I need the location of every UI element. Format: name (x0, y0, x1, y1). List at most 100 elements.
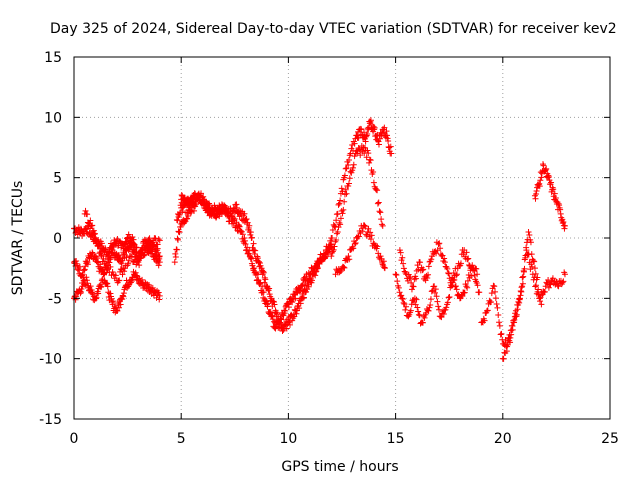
data-point-marker (367, 117, 374, 124)
data-point-marker (84, 211, 91, 218)
data-point-marker (533, 187, 540, 194)
data-point-marker (399, 296, 406, 303)
data-point-marker (370, 123, 377, 130)
data-point-marker (403, 303, 410, 310)
data-point-marker (236, 223, 243, 230)
data-point-marker (236, 222, 243, 229)
data-point-marker (492, 295, 499, 302)
data-point-marker (519, 274, 526, 281)
data-point-marker (341, 198, 348, 205)
data-point-marker (92, 253, 99, 260)
data-point-marker (533, 191, 540, 198)
data-point-marker (95, 290, 102, 297)
x-tick-label: 10 (279, 431, 297, 447)
data-point-marker (433, 250, 440, 257)
data-point-marker (276, 319, 283, 326)
data-point-marker (112, 272, 119, 279)
data-point-marker (103, 280, 110, 287)
data-point-marker (508, 327, 515, 334)
data-point-marker (87, 283, 94, 290)
data-point-marker (148, 241, 155, 248)
data-point-marker (289, 299, 296, 306)
data-point-marker (82, 226, 89, 233)
data-point-marker (156, 292, 163, 299)
data-point-marker (89, 222, 96, 229)
data-point-marker (492, 288, 499, 295)
data-point-marker (433, 293, 440, 300)
data-point-marker (240, 212, 247, 219)
data-point-marker (507, 339, 514, 346)
data-point-marker (438, 314, 445, 321)
data-point-marker (77, 288, 84, 295)
data-point-marker (135, 259, 142, 266)
data-point-marker (368, 232, 375, 239)
data-point-marker (74, 262, 81, 269)
data-point-marker (399, 254, 406, 261)
data-point-marker (384, 135, 391, 142)
data-point-marker (329, 248, 336, 255)
data-point-marker (343, 190, 350, 197)
data-point-marker (174, 235, 181, 242)
data-point-marker (531, 265, 538, 272)
data-point-marker (426, 304, 433, 311)
data-point-marker (136, 275, 143, 282)
data-point-marker (111, 303, 118, 310)
data-point-marker (370, 179, 377, 186)
data-point-marker (90, 227, 97, 234)
data-point-marker (441, 255, 448, 262)
data-point-marker (341, 264, 348, 271)
data-point-marker (396, 289, 403, 296)
data-point-marker (463, 283, 470, 290)
data-point-marker (171, 259, 178, 266)
data-point-marker (173, 246, 180, 253)
data-point-marker (540, 162, 547, 169)
data-point-marker (241, 234, 248, 241)
data-point-marker (139, 276, 146, 283)
data-point-marker (342, 165, 349, 172)
data-point-marker (428, 256, 435, 263)
data-point-marker (128, 253, 135, 260)
data-point-marker (97, 284, 104, 291)
data-point-marker (364, 130, 371, 137)
data-point-marker (449, 276, 456, 283)
data-point-marker (187, 209, 194, 216)
data-point-marker (532, 195, 539, 202)
data-point-marker (343, 165, 350, 172)
data-point-marker (95, 242, 102, 249)
data-point-marker (534, 274, 541, 281)
data-point-marker (532, 283, 539, 290)
data-point-marker (242, 241, 249, 248)
data-point-marker (269, 316, 276, 323)
data-point-marker (239, 231, 246, 238)
data-point-marker (561, 225, 568, 232)
data-point-marker (515, 302, 522, 309)
data-point-marker (128, 240, 135, 247)
data-point-marker (118, 244, 125, 251)
data-point-marker (376, 208, 383, 215)
data-point-marker (334, 228, 341, 235)
data-point-marker (526, 232, 533, 239)
data-point-marker (181, 202, 188, 209)
data-point-marker (513, 313, 520, 320)
data-point-marker (200, 193, 207, 200)
data-point-marker (377, 253, 384, 260)
data-point-marker (98, 251, 105, 258)
data-point-marker (118, 260, 125, 267)
data-point-marker (125, 257, 132, 264)
data-point-marker (312, 272, 319, 279)
data-point-marker (213, 213, 220, 220)
data-point-marker (268, 312, 275, 319)
data-point-marker (560, 278, 567, 285)
data-point-marker (399, 295, 406, 302)
data-point-marker (349, 164, 356, 171)
data-point-marker (453, 271, 460, 278)
y-tick-label: 15 (44, 50, 62, 66)
data-point-marker (154, 241, 161, 248)
data-point-marker (398, 292, 405, 299)
data-point-marker (511, 319, 518, 326)
data-point-marker (243, 215, 250, 222)
data-point-marker (444, 299, 451, 306)
data-point-marker (346, 256, 353, 263)
data-point-marker (76, 263, 83, 270)
